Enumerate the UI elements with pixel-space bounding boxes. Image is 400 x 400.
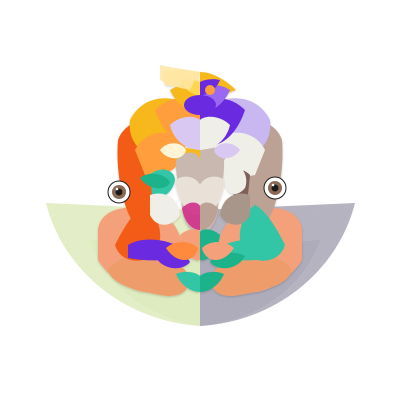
left-eye: [107, 180, 131, 204]
forehead-violet-spot: [184, 95, 216, 115]
top-yellow-flap: [160, 65, 199, 90]
collage-right-half: [200, 72, 302, 296]
right-eye: [263, 176, 287, 200]
top-orange-dot: [205, 85, 215, 95]
